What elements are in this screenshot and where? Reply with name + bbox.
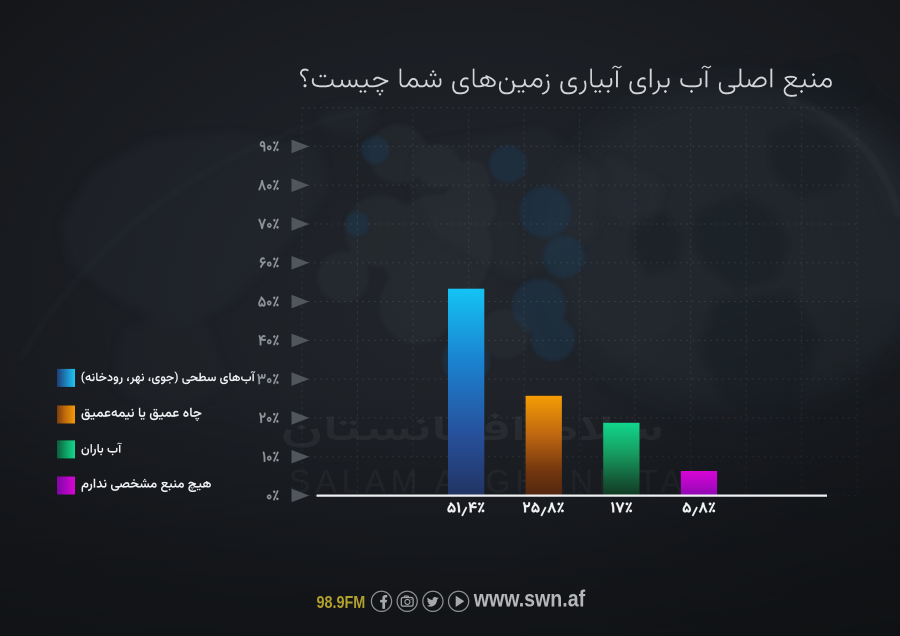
svg-text:98.9FM: 98.9FM <box>317 593 366 613</box>
svg-text:www.swn.af: www.swn.af <box>473 585 586 612</box>
